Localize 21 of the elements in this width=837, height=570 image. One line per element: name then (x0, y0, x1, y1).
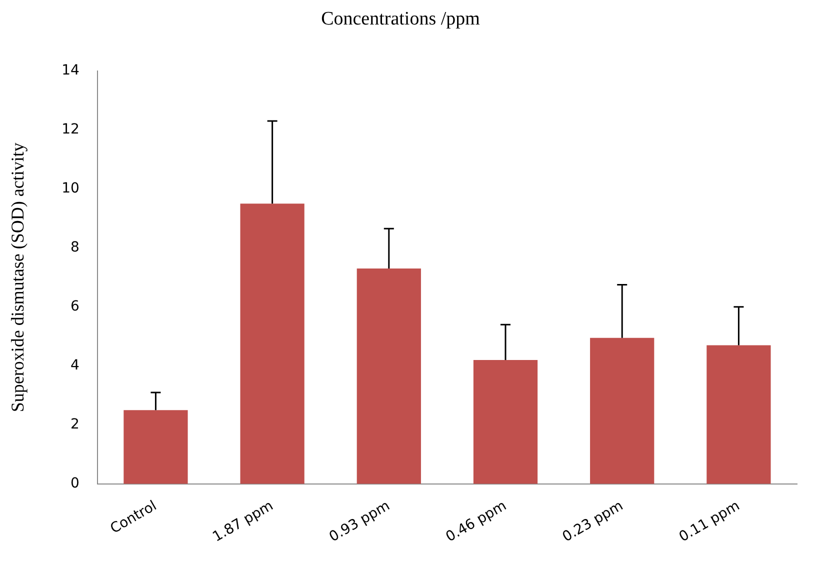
y-tick-label: 10 (62, 180, 80, 196)
bar (356, 268, 421, 484)
y-tick-label: 8 (70, 240, 80, 256)
chart-title: Concentrations /ppm (321, 8, 480, 30)
y-tick-label: 0 (70, 476, 80, 492)
y-tick-label: 14 (62, 62, 80, 78)
x-tick-label: 1.87 ppm (210, 498, 276, 546)
bar (706, 345, 771, 484)
bar (590, 338, 654, 484)
bar (240, 204, 304, 484)
x-tick-label: 0.93 ppm (326, 498, 393, 546)
y-tick-label: 2 (70, 416, 80, 433)
bar (473, 360, 538, 484)
x-tick-label: 0.46 ppm (443, 498, 510, 546)
y-axis-title: Superoxide dismutase (SOD) activity (8, 142, 28, 412)
x-tick-label: 0.23 ppm (560, 498, 626, 546)
bar (124, 410, 188, 484)
y-tick-label: 4 (70, 358, 80, 374)
x-tick-label: 0.11 ppm (676, 498, 743, 546)
y-tick-label: 6 (70, 298, 80, 315)
y-tick-label: 12 (62, 121, 80, 138)
